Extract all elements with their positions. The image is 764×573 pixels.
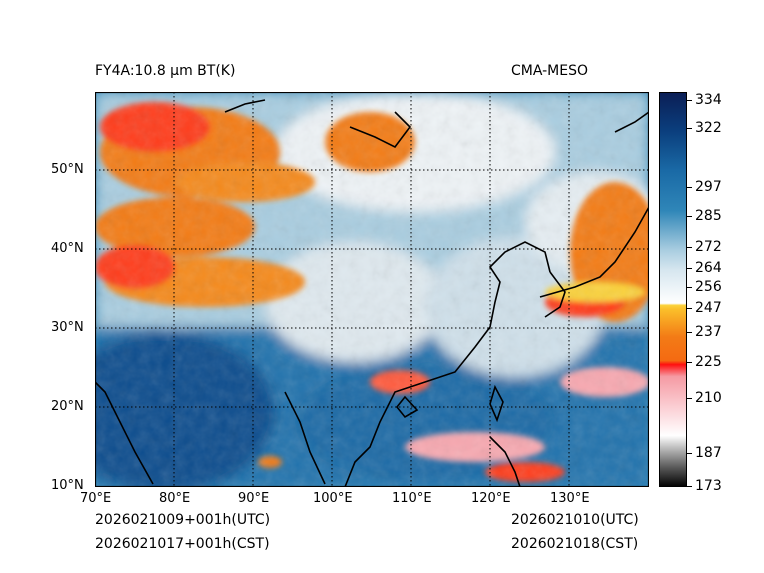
cb-mark-322 [687, 128, 692, 129]
cb-label-285: 285 [695, 208, 722, 224]
coast-india [95, 381, 154, 485]
map-title: FY4A:10.8 µm BT(K) [95, 63, 236, 79]
cb-mark-272 [687, 247, 692, 248]
lat-tick-30n: 30°N [51, 320, 84, 335]
valid-time-cst: 2026021018(CST) [511, 536, 639, 552]
cb-mark-264 [687, 268, 692, 269]
lon-tick-100e: 100°E [313, 491, 353, 506]
colorbar [659, 92, 687, 487]
lat-tick-50n: 50°N [51, 162, 84, 177]
cb-mark-225 [687, 362, 692, 363]
texture-overlay [95, 92, 649, 487]
cb-label-256: 256 [695, 279, 722, 295]
lon-tick-110e: 110°E [392, 491, 432, 506]
cb-mark-297 [687, 187, 692, 188]
init-time-cst: 2026021017+001h(CST) [95, 536, 270, 552]
cb-label-187: 187 [695, 445, 722, 461]
cb-label-334: 334 [695, 92, 722, 108]
cb-mark-256 [687, 287, 692, 288]
cb-label-264: 264 [695, 260, 722, 276]
lat-tick-20n: 20°N [51, 399, 84, 414]
cb-mark-173 [687, 486, 692, 487]
colorbar-fill [659, 92, 687, 487]
coast-hainan [395, 395, 419, 419]
lon-tick-120e: 120°E [471, 491, 511, 506]
cb-label-210: 210 [695, 390, 722, 406]
cb-label-297: 297 [695, 179, 722, 195]
cb-mark-187 [687, 453, 692, 454]
cb-mark-237 [687, 332, 692, 333]
lat-tick-10n: 10°N [51, 478, 84, 493]
border-north [224, 99, 266, 113]
cb-label-247: 247 [695, 300, 722, 316]
lat-tick-40n: 40°N [51, 241, 84, 256]
colorbar-frame [659, 92, 687, 487]
coast-okhotsk [614, 111, 649, 133]
cb-label-225: 225 [695, 354, 722, 370]
cb-label-272: 272 [695, 239, 722, 255]
lon-tick-80e: 80°E [159, 491, 191, 506]
coast-philippines [489, 436, 521, 487]
cb-label-322: 322 [695, 120, 722, 136]
init-time-utc: 2026021009+001h(UTC) [95, 512, 271, 528]
lon-tick-70e: 70°E [80, 491, 112, 506]
graticule [95, 92, 649, 487]
lon-tick-130e: 130°E [550, 491, 590, 506]
cb-label-173: 173 [695, 478, 722, 494]
cb-label-237: 237 [695, 324, 722, 340]
lon-tick-90e: 90°E [238, 491, 270, 506]
coast-baikal [349, 111, 412, 149]
cb-mark-334 [687, 100, 692, 101]
cb-mark-247 [687, 308, 692, 309]
model-label: CMA-MESO [511, 63, 589, 79]
coast-china [344, 241, 551, 487]
cb-mark-210 [687, 398, 692, 399]
map-frame [95, 92, 649, 487]
satellite-map [95, 92, 649, 487]
valid-time-utc: 2026021010(UTC) [511, 512, 639, 528]
coast-korea [544, 271, 566, 318]
cb-mark-285 [687, 216, 692, 217]
coast-taiwan [489, 384, 504, 423]
